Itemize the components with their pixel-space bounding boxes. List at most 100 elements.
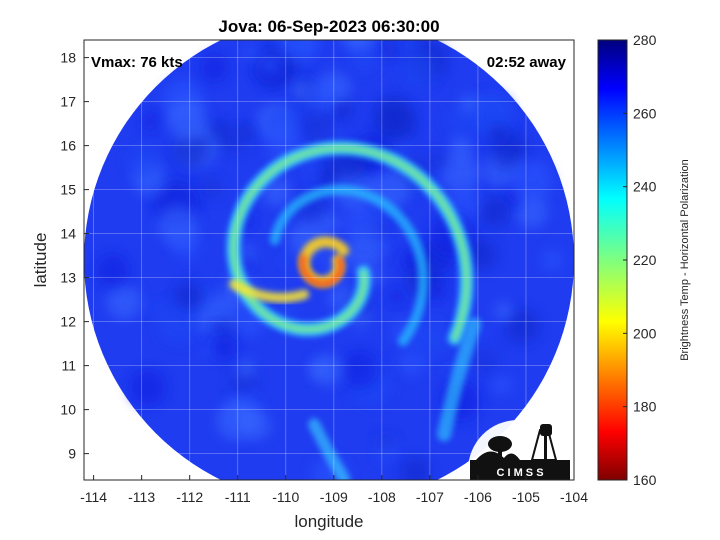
swath-texture-blob <box>171 230 200 259</box>
swath-texture-blob <box>427 151 448 171</box>
eyewall-core <box>299 254 344 287</box>
y-tick-label: 9 <box>68 446 76 462</box>
swath-texture-blob <box>318 211 340 234</box>
swath-texture-blob <box>290 80 311 101</box>
x-tick-label: -107 <box>416 489 444 505</box>
swath-texture-blob <box>106 284 142 320</box>
swath-texture-blob <box>172 131 210 168</box>
brightness-temp-swath <box>84 40 574 480</box>
swath-texture-blob <box>374 237 390 252</box>
swath-texture-blob <box>236 359 255 378</box>
eastern-rainband <box>437 317 482 442</box>
swath-texture-blob <box>472 348 498 374</box>
swath-texture-blob <box>240 255 255 270</box>
secondary-rainband <box>269 184 429 347</box>
swath-texture-blob <box>312 353 345 386</box>
swath-texture-blob <box>401 40 419 54</box>
cimss-logo: C I M S S <box>468 420 570 480</box>
swath-texture-blob <box>340 350 379 389</box>
colorbar-tick-label: 160 <box>633 472 657 488</box>
grid-lines <box>84 40 574 480</box>
swath-texture-blob <box>505 308 540 344</box>
y-tick-label: 17 <box>60 94 76 110</box>
swath-texture-blob <box>350 46 377 73</box>
vmax-label: Vmax: 76 kts <box>91 54 183 71</box>
swath-texture-blob <box>199 177 223 200</box>
y-tick-label: 12 <box>60 314 76 330</box>
rainbands <box>226 141 482 480</box>
x-tick-label: -112 <box>176 489 203 505</box>
western-convective-band <box>229 279 310 303</box>
swath-texture-blob <box>400 456 431 480</box>
swath-texture-blob <box>128 368 167 407</box>
swath-texture-blob <box>374 95 412 134</box>
time-away-label: 02:52 away <box>487 54 567 71</box>
swath-texture-blob <box>259 53 281 76</box>
swath-texture-blob <box>399 51 437 89</box>
swath-texture-blob <box>479 196 510 228</box>
x-tick-label: -114 <box>80 489 107 505</box>
swath-texture-blob <box>346 232 383 269</box>
swath-texture-blob <box>509 159 553 203</box>
swath-texture-blob <box>95 253 130 288</box>
y-tick-label: 14 <box>60 226 76 242</box>
x-axis-label: longitude <box>294 512 363 531</box>
colorbar-tick-label: 260 <box>633 105 657 121</box>
swath-texture-blob <box>342 40 375 52</box>
swath-texture-blob <box>427 280 447 299</box>
x-tick-label: -110 <box>272 489 299 505</box>
swath-texture-blob <box>127 145 160 178</box>
colorbar-tick-label: 240 <box>633 179 657 195</box>
swath-texture-blob <box>279 252 295 269</box>
swath-texture-blob <box>302 80 337 115</box>
swath-texture-blob <box>458 93 478 113</box>
y-tick-label: 16 <box>60 138 76 154</box>
y-axis-ticks: 9 10 11 12 13 14 15 16 17 18 <box>60 50 89 462</box>
swath-texture-blob <box>388 289 404 305</box>
swath-texture-blob <box>242 44 261 63</box>
outer-rainband-core <box>231 145 469 341</box>
x-tick-label: -105 <box>512 489 540 505</box>
x-tick-label: -108 <box>368 489 396 505</box>
swath-texture-blob <box>398 349 427 377</box>
swath-texture-blob <box>262 178 291 207</box>
swath-texture-blob <box>446 106 475 135</box>
swath-texture-blob <box>277 40 317 61</box>
plot-frame <box>83 39 575 481</box>
swath-texture-blob <box>303 162 320 179</box>
x-tick-label: -113 <box>128 489 155 505</box>
swath-texture-blob <box>491 374 513 396</box>
y-tick-label: 13 <box>60 270 76 286</box>
colorbar-ticks: 160 180 200 220 240 260 280 <box>623 32 657 488</box>
y-tick-label: 10 <box>60 402 76 418</box>
swath-texture-blob <box>166 99 208 140</box>
swath-texture-blob <box>381 42 398 59</box>
swath-texture-blob <box>211 321 224 334</box>
swath-texture-blob <box>449 134 473 159</box>
swath-texture-blob <box>298 108 334 144</box>
southern-rainband <box>308 418 351 480</box>
swath-texture-blob <box>375 432 396 453</box>
swath-texture-blob <box>412 318 452 358</box>
swath-texture-blob <box>174 281 204 311</box>
swath-texture-blob <box>141 112 160 131</box>
swath-texture-blob <box>211 335 237 361</box>
swath-texture-blob <box>494 301 514 321</box>
swath-texture-blob <box>367 269 383 285</box>
x-tick-label: -106 <box>464 489 492 505</box>
x-tick-label: -109 <box>320 489 348 505</box>
y-axis-label: latitude <box>31 233 50 288</box>
chart-title: Jova: 06-Sep-2023 06:30:00 <box>218 17 439 36</box>
y-tick-label: 15 <box>60 182 76 198</box>
swath-texture-blob <box>440 152 480 193</box>
swath-texture-blob <box>514 194 549 228</box>
swath-texture-blob <box>487 123 511 147</box>
colorbar-label: Brightness Temp - Horizontal Polarizatio… <box>679 159 691 361</box>
colorbar-tick-label: 280 <box>633 32 657 48</box>
swath-texture-blob <box>492 138 525 171</box>
swath-texture-blob <box>221 123 252 153</box>
y-tick-label: 18 <box>60 50 76 66</box>
x-tick-label: -104 <box>560 489 588 505</box>
colorbar-tick-label: 200 <box>633 325 657 341</box>
